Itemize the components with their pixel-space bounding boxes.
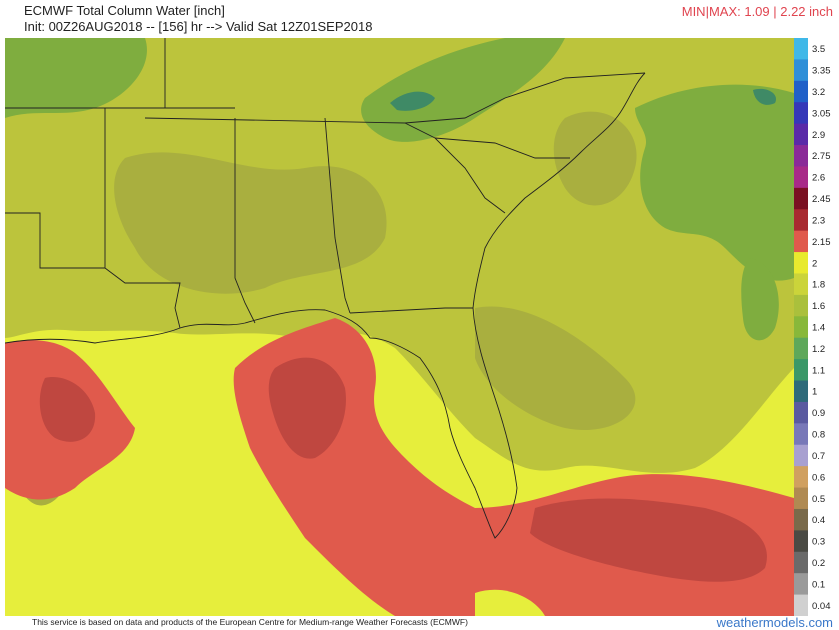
legend-label: 1.4 xyxy=(812,323,825,334)
green-region xyxy=(741,258,779,341)
state-border xyxy=(234,118,256,324)
legend-swatch xyxy=(794,594,808,616)
legend-swatch xyxy=(794,337,808,360)
header: ECMWF Total Column Water [inch] Init: 00… xyxy=(0,0,839,38)
legend-label: 0.2 xyxy=(812,558,825,569)
legend-label: 2.45 xyxy=(812,194,831,205)
legend-label: 3.05 xyxy=(812,108,831,119)
legend-label: 1.8 xyxy=(812,280,825,291)
legend-label: 2.3 xyxy=(812,215,825,226)
teal-region xyxy=(390,91,435,111)
state-border xyxy=(404,122,506,214)
olive-dark-band xyxy=(114,152,387,294)
red-dark-core xyxy=(530,498,767,582)
init-valid-line: Init: 00Z26AUG2018 -- [156] hr --> Valid… xyxy=(24,19,373,34)
boundaries xyxy=(5,38,646,539)
state-border xyxy=(5,212,105,269)
legend-label: 2.75 xyxy=(812,151,831,162)
green-region xyxy=(635,84,794,281)
legend-swatch xyxy=(794,80,808,103)
legend-label: 2 xyxy=(812,258,817,269)
legend-label: 0.6 xyxy=(812,472,825,483)
legend-swatch xyxy=(794,166,808,189)
legend-label: 2.6 xyxy=(812,173,825,184)
legend-swatch xyxy=(794,187,808,210)
green-region xyxy=(361,38,565,142)
olive-dark-band xyxy=(475,306,636,430)
legend-swatch xyxy=(794,380,808,403)
legend-swatch xyxy=(794,123,808,146)
green-region xyxy=(5,38,147,118)
yellow-gap xyxy=(475,589,545,616)
state-border xyxy=(144,72,646,124)
legend-label: 2.9 xyxy=(812,130,825,141)
red-dark-core xyxy=(268,357,346,459)
total-column-water-map xyxy=(5,38,794,616)
footer: This service is based on data and produc… xyxy=(0,615,839,630)
olive-dark-band xyxy=(553,111,637,206)
legend-label: 0.5 xyxy=(812,494,825,505)
legend-label: 2.15 xyxy=(812,237,831,248)
red-dark-core xyxy=(39,377,96,442)
legend-swatch xyxy=(794,508,808,531)
legend-label: 0.4 xyxy=(812,515,825,526)
legend-label: 0.8 xyxy=(812,430,825,441)
map-title: ECMWF Total Column Water [inch] xyxy=(24,3,225,18)
min-max-readout: MIN|MAX: 1.09 | 2.22 inch xyxy=(681,4,833,19)
legend-label: 3.2 xyxy=(812,87,825,98)
site-link[interactable]: weathermodels.com xyxy=(716,615,833,630)
legend-swatch xyxy=(794,530,808,553)
legend-swatch xyxy=(794,487,808,510)
legend-swatch xyxy=(794,316,808,339)
legend-label: 0.1 xyxy=(812,579,825,590)
coastline xyxy=(5,72,646,539)
legend-swatch xyxy=(794,573,808,596)
yellow-gap xyxy=(5,488,41,616)
legend-swatch xyxy=(794,38,808,60)
legend-swatch xyxy=(794,401,808,424)
legend-label: 0.3 xyxy=(812,537,825,548)
legend-label: 0.9 xyxy=(812,408,825,419)
state-border xyxy=(349,307,473,314)
legend-swatch xyxy=(794,252,808,274)
legend-label: 1.1 xyxy=(812,365,825,376)
state-border xyxy=(434,137,570,159)
legend-swatch xyxy=(794,359,808,382)
state-border xyxy=(104,108,181,329)
legend-label: 0.04 xyxy=(812,601,831,612)
legend-swatch xyxy=(794,273,808,296)
legend-label: 3.5 xyxy=(812,44,825,55)
legend-label: 0.7 xyxy=(812,451,825,462)
legend-swatch xyxy=(794,230,808,253)
legend-swatch xyxy=(794,102,808,125)
legend-swatch xyxy=(794,551,808,574)
teal-region xyxy=(753,88,776,105)
legend-swatch xyxy=(794,294,808,317)
legend-swatch xyxy=(794,444,808,467)
data-credit: This service is based on data and produc… xyxy=(32,617,468,627)
legend-label: 1.6 xyxy=(812,301,825,312)
legend-swatch xyxy=(794,423,808,446)
legend-label: 1.2 xyxy=(812,344,825,355)
legend-swatch xyxy=(794,209,808,232)
state-border xyxy=(324,117,351,314)
legend-label: 1 xyxy=(812,387,817,398)
legend-swatch xyxy=(794,59,808,82)
legend-swatch xyxy=(794,466,808,489)
legend-swatch xyxy=(794,145,808,167)
legend-label: 3.35 xyxy=(812,66,831,77)
color-scale-legend: 3.5 3.35 3.2 3.05 2.9 2.75 2.6 2.45 2.3 2.15 2 1.8 1… xyxy=(794,38,831,616)
